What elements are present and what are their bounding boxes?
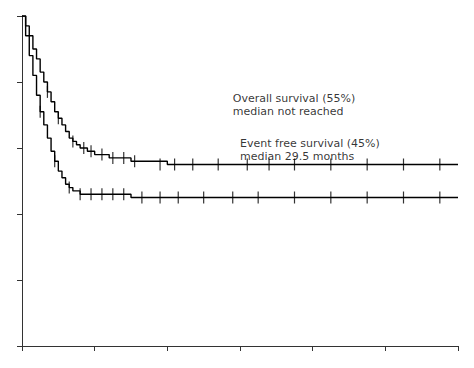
svg-text:median 29.5 months: median 29.5 months (240, 150, 354, 163)
svg-text:median not reached: median not reached (233, 105, 344, 118)
svg-text:Overall survival (55%): Overall survival (55%) (233, 92, 355, 105)
svg-text:Event free survival (45%): Event free survival (45%) (240, 137, 380, 150)
